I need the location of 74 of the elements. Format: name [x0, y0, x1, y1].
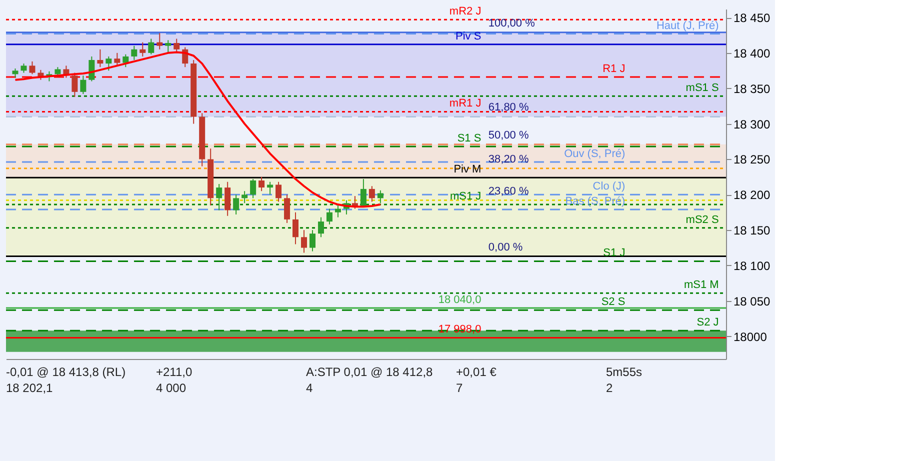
y-tick-label: 18 400 [734, 46, 771, 60]
annotation: 50,00 % [488, 129, 529, 142]
y-tick-label: 18 150 [734, 224, 771, 238]
candlestick [242, 190, 248, 204]
candlestick [148, 38, 154, 55]
annotation: 0,00 % [488, 241, 523, 254]
candlestick [156, 32, 163, 50]
text: 5m55s [606, 365, 642, 379]
ref-line-label: S2 S [601, 296, 626, 308]
ref-line-label: 18 040,0 [438, 294, 482, 306]
annotation: 100,00 % [488, 17, 536, 30]
text: +211,0 [156, 365, 192, 379]
ref-line-label: mS1 M [684, 279, 719, 292]
candlestick [131, 45, 138, 61]
y-tick-label: 18 050 [734, 294, 771, 308]
ref-line-label: Piv M [454, 164, 482, 176]
candlestick [360, 178, 366, 208]
candlestick [292, 212, 299, 245]
candlestick [233, 194, 240, 215]
text: A:STP 0,01 @ 18 412,8 [306, 365, 434, 379]
ref-line-label: Bas (S, Pré) [565, 196, 626, 208]
ref-line-label: mS2 S [686, 214, 719, 226]
y-tick-label: 18 450 [734, 11, 771, 25]
text: 2 [606, 381, 613, 395]
candlestick [174, 38, 180, 52]
candlestick [114, 52, 120, 66]
candlestick [258, 176, 265, 192]
candlestick [140, 42, 146, 57]
y-tick-label: 18 250 [734, 152, 771, 167]
text: -0,01 @ 18 413,8 (RL) [6, 365, 126, 379]
text: 7 [456, 381, 463, 395]
candlestick [309, 230, 316, 252]
candlestick [54, 66, 61, 78]
candlestick [165, 40, 172, 54]
y-tick-label: 18 350 [734, 82, 771, 96]
text: 4 [306, 381, 313, 395]
ref-line-label: Clo (J) [592, 180, 626, 193]
ref-line-label: Ouv (S, Pré) [564, 148, 626, 160]
candlestick [122, 54, 129, 68]
text: +0,01 € [456, 365, 497, 379]
candlestick [80, 75, 86, 95]
candlestick [224, 181, 231, 216]
candlestick [72, 72, 78, 98]
candlestick [326, 208, 332, 225]
annotation: 61,80 % [488, 102, 529, 114]
candlestick [29, 60, 36, 75]
ref-line-label: S2 J [696, 316, 719, 329]
candlestick [250, 178, 256, 199]
candlestick [377, 190, 384, 204]
ref-line-label: Piv S [456, 30, 482, 42]
candlestick [97, 48, 104, 68]
candlestick [106, 56, 112, 72]
candlestick [12, 68, 18, 78]
ref-line-label: mS1 S [686, 82, 719, 94]
candlestick [334, 204, 341, 218]
candlestick [276, 181, 282, 202]
y-tick-label: 18 200 [734, 188, 771, 202]
text: 4 000 [156, 381, 186, 395]
candlestick [267, 181, 274, 196]
candlestick [318, 216, 324, 238]
candlestick [20, 63, 27, 74]
candlestick [368, 186, 375, 202]
y-tick-label: 18 100 [734, 258, 771, 273]
ref-line-label: S1 S [457, 132, 482, 144]
ref-line-label: mR2 J [449, 6, 482, 18]
candlestick [216, 184, 222, 211]
ref-line-label: R1 J [602, 63, 626, 76]
ref-line-label: Haut (J, Pré) [656, 20, 719, 32]
ref-line-label: mR1 J [449, 98, 482, 110]
candlestick [301, 230, 307, 254]
y-tick-label: 18 300 [734, 117, 771, 132]
y-tick-label: 18000 [734, 330, 768, 344]
text: 18 202,1 [6, 381, 54, 395]
candlestick [284, 194, 290, 224]
